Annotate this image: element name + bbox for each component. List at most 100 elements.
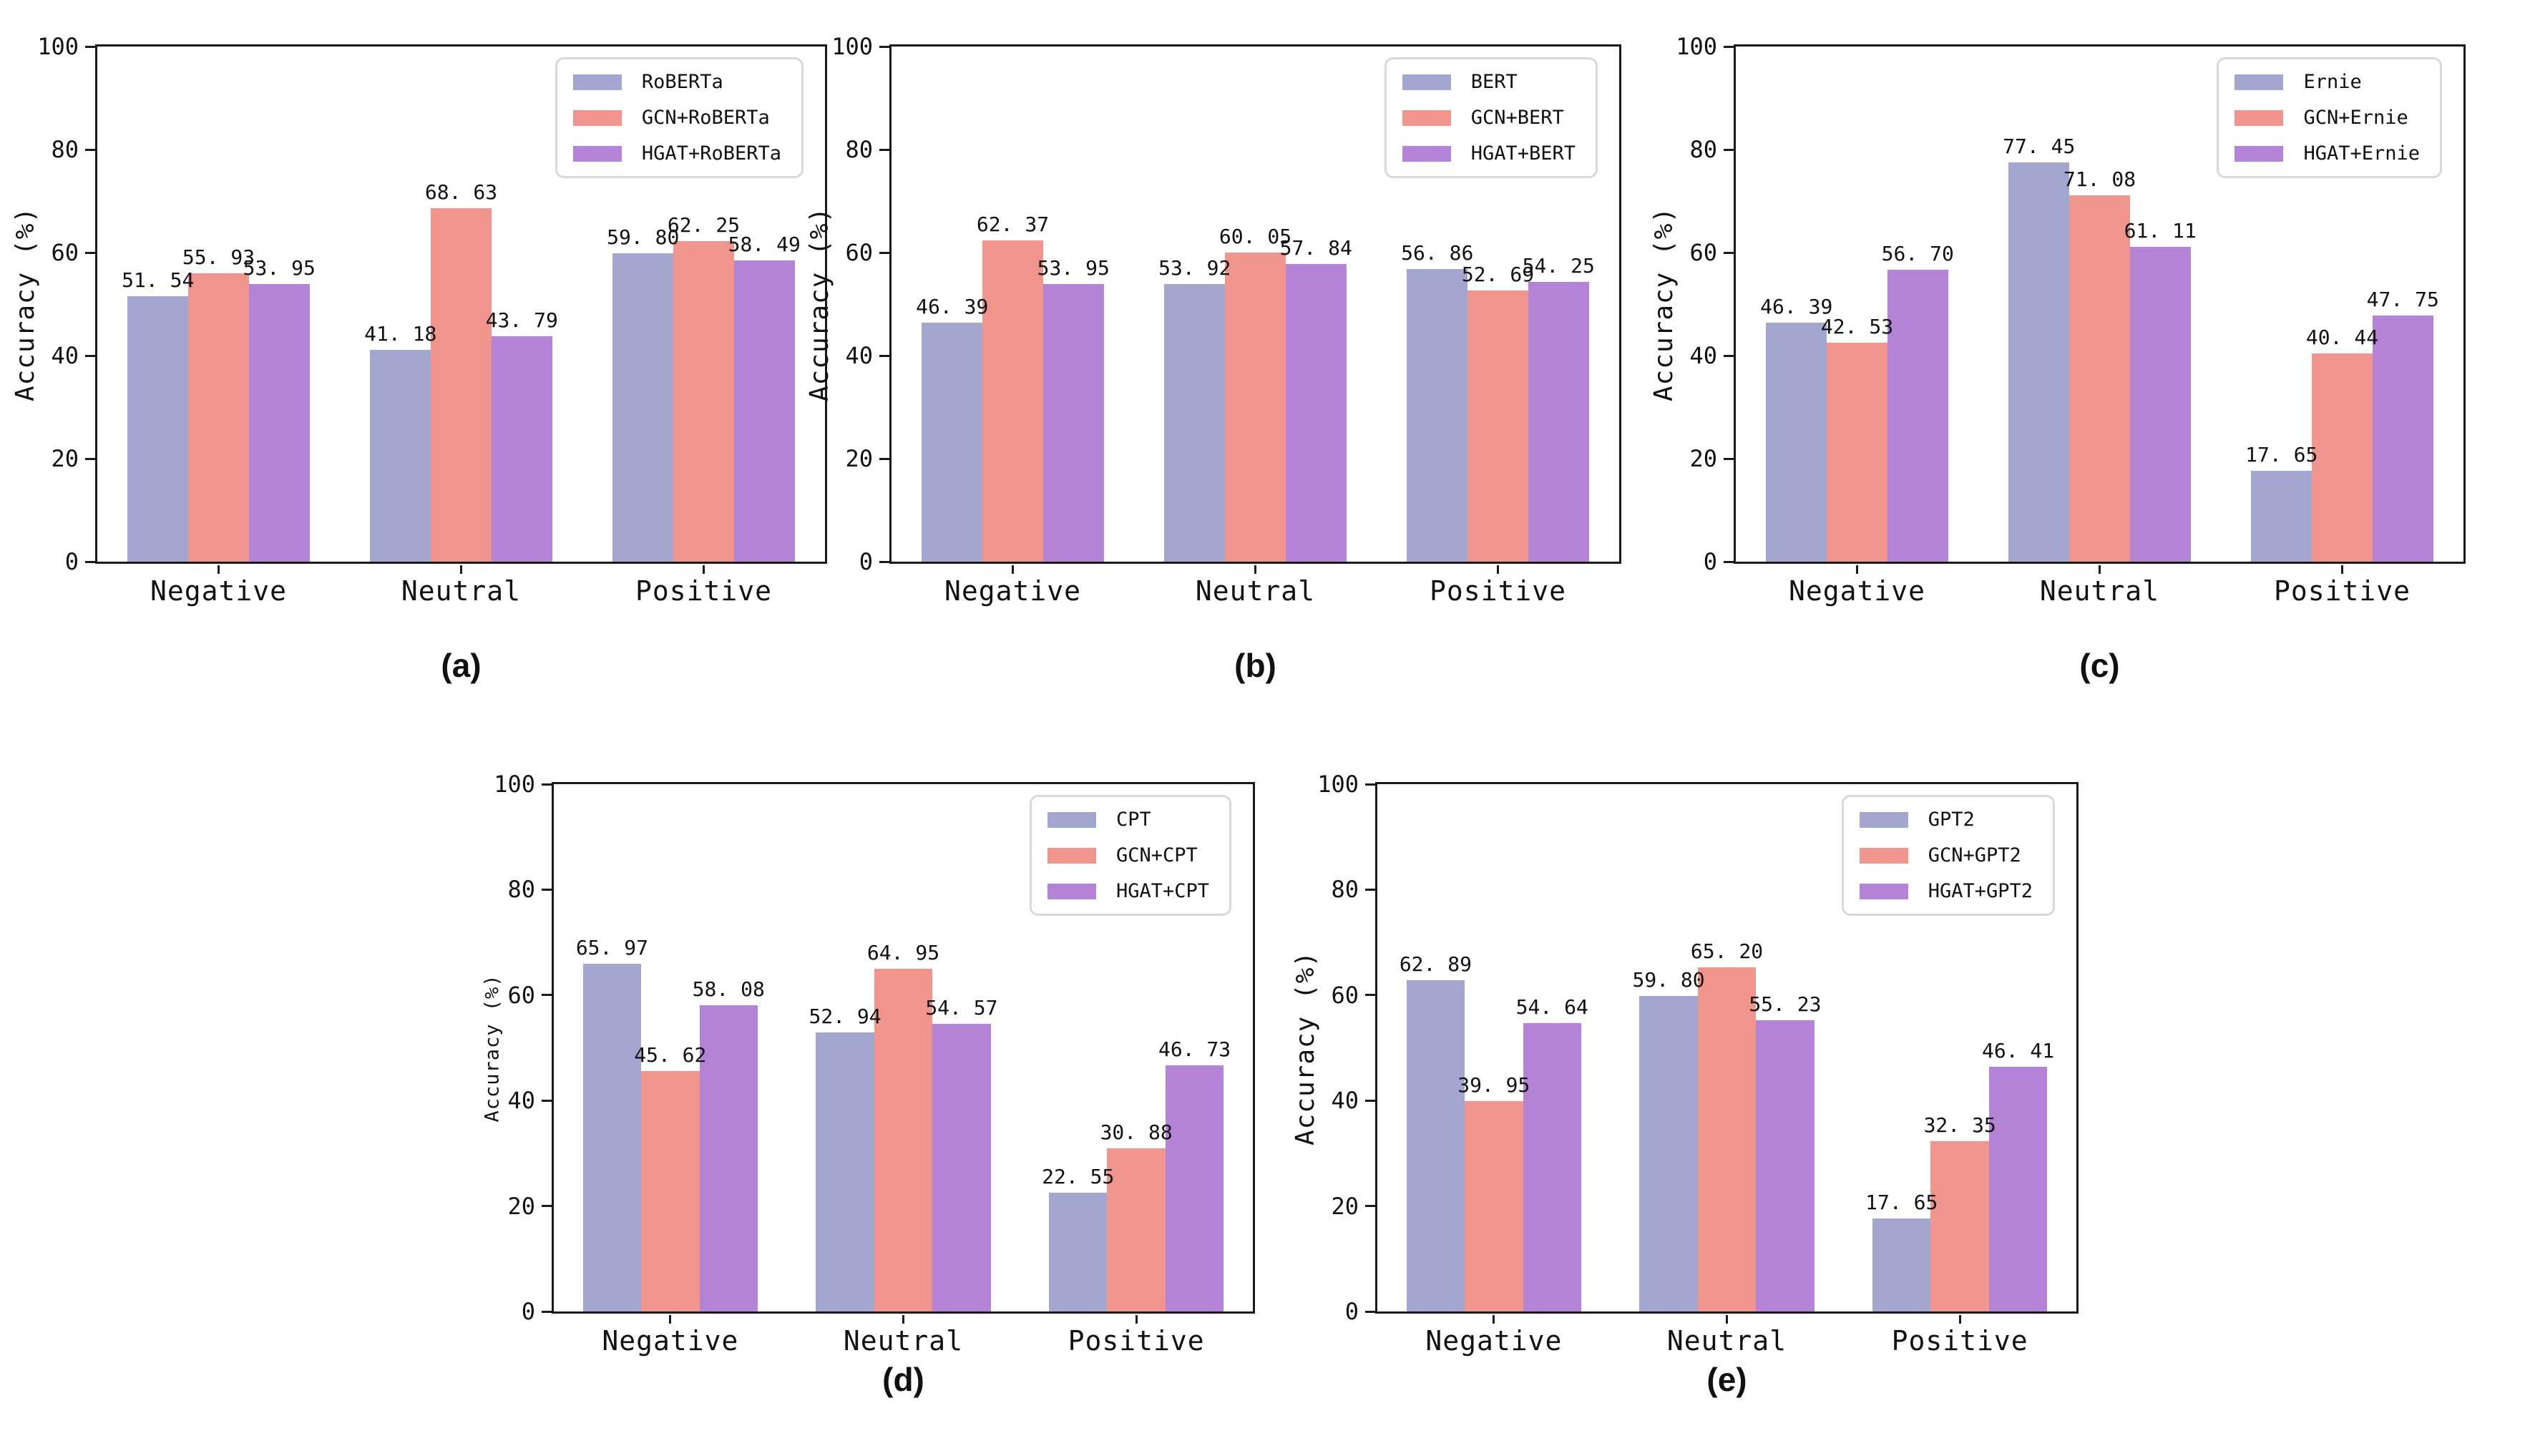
y-tick-label: 60 bbox=[1689, 239, 1717, 266]
x-tick-mark bbox=[2099, 565, 2101, 574]
y-tick-mark bbox=[85, 45, 95, 48]
bar-value-label: 43. 79 bbox=[485, 308, 558, 332]
y-tick-mark bbox=[85, 354, 95, 357]
legend-label: HGAT+CPT bbox=[1115, 880, 1209, 902]
bar bbox=[874, 969, 933, 1311]
bar bbox=[1639, 996, 1698, 1311]
y-tick-mark bbox=[542, 1205, 552, 1208]
bar bbox=[673, 240, 734, 562]
bar-value-label: 54. 25 bbox=[1522, 254, 1595, 278]
legend-label: GCN+RoBERTa bbox=[641, 107, 770, 129]
x-tick-mark bbox=[1012, 565, 1014, 574]
legend-item: CPT bbox=[1047, 810, 1209, 829]
bar bbox=[1887, 269, 1948, 562]
legend-item: BERT bbox=[1402, 72, 1576, 92]
y-tick-mark bbox=[85, 560, 95, 563]
y-tick-label: 20 bbox=[1689, 445, 1717, 472]
bar bbox=[248, 283, 310, 562]
y-tick-mark bbox=[879, 45, 889, 48]
bar-value-label: 59. 80 bbox=[607, 225, 680, 250]
bar-value-label: 77. 45 bbox=[2003, 135, 2076, 159]
legend-swatch bbox=[572, 74, 622, 90]
bar-value-label: 53. 95 bbox=[1037, 255, 1110, 280]
x-tick-mark bbox=[1254, 565, 1256, 574]
legend: GPT2 GCN+GPT2 HGAT+GPT2 bbox=[1841, 795, 2055, 916]
y-tick-mark bbox=[542, 994, 552, 997]
y-tick-mark bbox=[1365, 1205, 1375, 1208]
legend-item: Ernie bbox=[2234, 72, 2420, 92]
legend-swatch bbox=[1859, 811, 1908, 828]
legend-swatch bbox=[1402, 109, 1451, 126]
x-tick-label: Negative bbox=[150, 575, 288, 607]
bar-value-label: 62. 37 bbox=[976, 212, 1050, 236]
legend-swatch bbox=[1859, 847, 1908, 864]
x-tick-label: Positive bbox=[2273, 575, 2411, 607]
y-tick-label: 80 bbox=[507, 876, 535, 904]
bar bbox=[932, 1023, 991, 1311]
y-tick-mark bbox=[1724, 45, 1734, 48]
bar-value-label: 46. 41 bbox=[1982, 1038, 2055, 1062]
legend-label: HGAT+BERT bbox=[1470, 142, 1576, 165]
legend-label: GCN+CPT bbox=[1115, 844, 1198, 866]
legend-label: Ernie bbox=[2303, 71, 2362, 93]
x-tick-mark bbox=[1135, 1315, 1138, 1324]
y-tick-mark bbox=[85, 148, 95, 151]
bar bbox=[699, 1005, 758, 1311]
y-tick-label: 100 bbox=[37, 33, 79, 60]
chart-panel-d: Accuracy (%) (d) 0 20 40 60 80 100 Negative 65.… bbox=[482, 773, 1255, 1396]
bar bbox=[1528, 282, 1589, 562]
legend-label: GCN+Ernie bbox=[2303, 107, 2408, 129]
y-tick-mark bbox=[1724, 560, 1734, 563]
bar-value-label: 64. 95 bbox=[866, 941, 940, 965]
legend-item: GCN+CPT bbox=[1047, 846, 1209, 865]
bar bbox=[127, 295, 189, 562]
legend-item: RoBERTa bbox=[572, 71, 781, 93]
x-tick-label: Neutral bbox=[401, 575, 522, 607]
bar bbox=[982, 240, 1043, 562]
x-tick-label: Negative bbox=[602, 1325, 739, 1357]
x-tick-mark bbox=[2341, 565, 2343, 574]
legend-label: RoBERTa bbox=[641, 71, 723, 93]
y-tick-mark bbox=[85, 457, 95, 460]
x-tick-mark bbox=[1856, 565, 1858, 574]
bar-value-label: 55. 93 bbox=[182, 245, 255, 270]
caption-e: (e) bbox=[1706, 1361, 1747, 1398]
y-tick-label: 40 bbox=[507, 1087, 535, 1115]
bar bbox=[2008, 162, 2070, 562]
bar-value-label: 56. 70 bbox=[1881, 241, 1954, 265]
y-tick-label: 60 bbox=[507, 981, 535, 1009]
bar-value-label: 65. 20 bbox=[1690, 939, 1764, 964]
chart-panel-e: Accuracy (%) (e) 0 20 40 60 80 100 Negative 62.… bbox=[1291, 773, 2079, 1396]
bar-value-label: 55. 23 bbox=[1749, 992, 1822, 1016]
legend-swatch bbox=[1402, 74, 1451, 90]
y-tick-label: 100 bbox=[1676, 33, 1717, 60]
legend-label: HGAT+Ernie bbox=[2303, 142, 2420, 165]
legend: Ernie GCN+Ernie HGAT+Ernie bbox=[2217, 57, 2442, 178]
bar-value-label: 17. 65 bbox=[2245, 442, 2318, 466]
chart-panel-a: Accuracy (%) (a) 0 20 40 60 80 100 Negative 51.… bbox=[11, 35, 827, 682]
bar bbox=[1164, 283, 1226, 562]
bar-value-label: 71. 08 bbox=[2063, 167, 2136, 192]
legend-item: GCN+Ernie bbox=[2234, 108, 2420, 127]
y-axis-label-c: Accuracy (%) bbox=[1649, 206, 1679, 402]
x-tick-label: Neutral bbox=[1666, 1325, 1787, 1357]
bar bbox=[612, 253, 674, 562]
bar-value-label: 46. 39 bbox=[1760, 295, 1833, 318]
bar-value-label: 58. 49 bbox=[728, 232, 801, 256]
y-tick-label: 60 bbox=[845, 239, 873, 266]
y-tick-mark bbox=[879, 457, 889, 460]
legend-item: GPT2 bbox=[1859, 810, 2033, 829]
legend-swatch bbox=[572, 145, 622, 162]
legend: RoBERTa GCN+RoBERTa HGAT+RoBERTa bbox=[555, 57, 804, 178]
x-tick-mark bbox=[218, 565, 220, 574]
bar bbox=[370, 349, 431, 562]
legend-item: GCN+BERT bbox=[1402, 108, 1576, 127]
legend-swatch bbox=[1859, 883, 1908, 899]
y-tick-mark bbox=[542, 1310, 552, 1313]
legend-label: CPT bbox=[1115, 808, 1151, 831]
caption-b: (b) bbox=[1234, 647, 1276, 684]
y-axis-label-a: Accuracy (%) bbox=[11, 206, 40, 402]
bar bbox=[1406, 979, 1465, 1311]
bar bbox=[1225, 252, 1286, 562]
y-tick-label: 80 bbox=[1331, 876, 1359, 904]
